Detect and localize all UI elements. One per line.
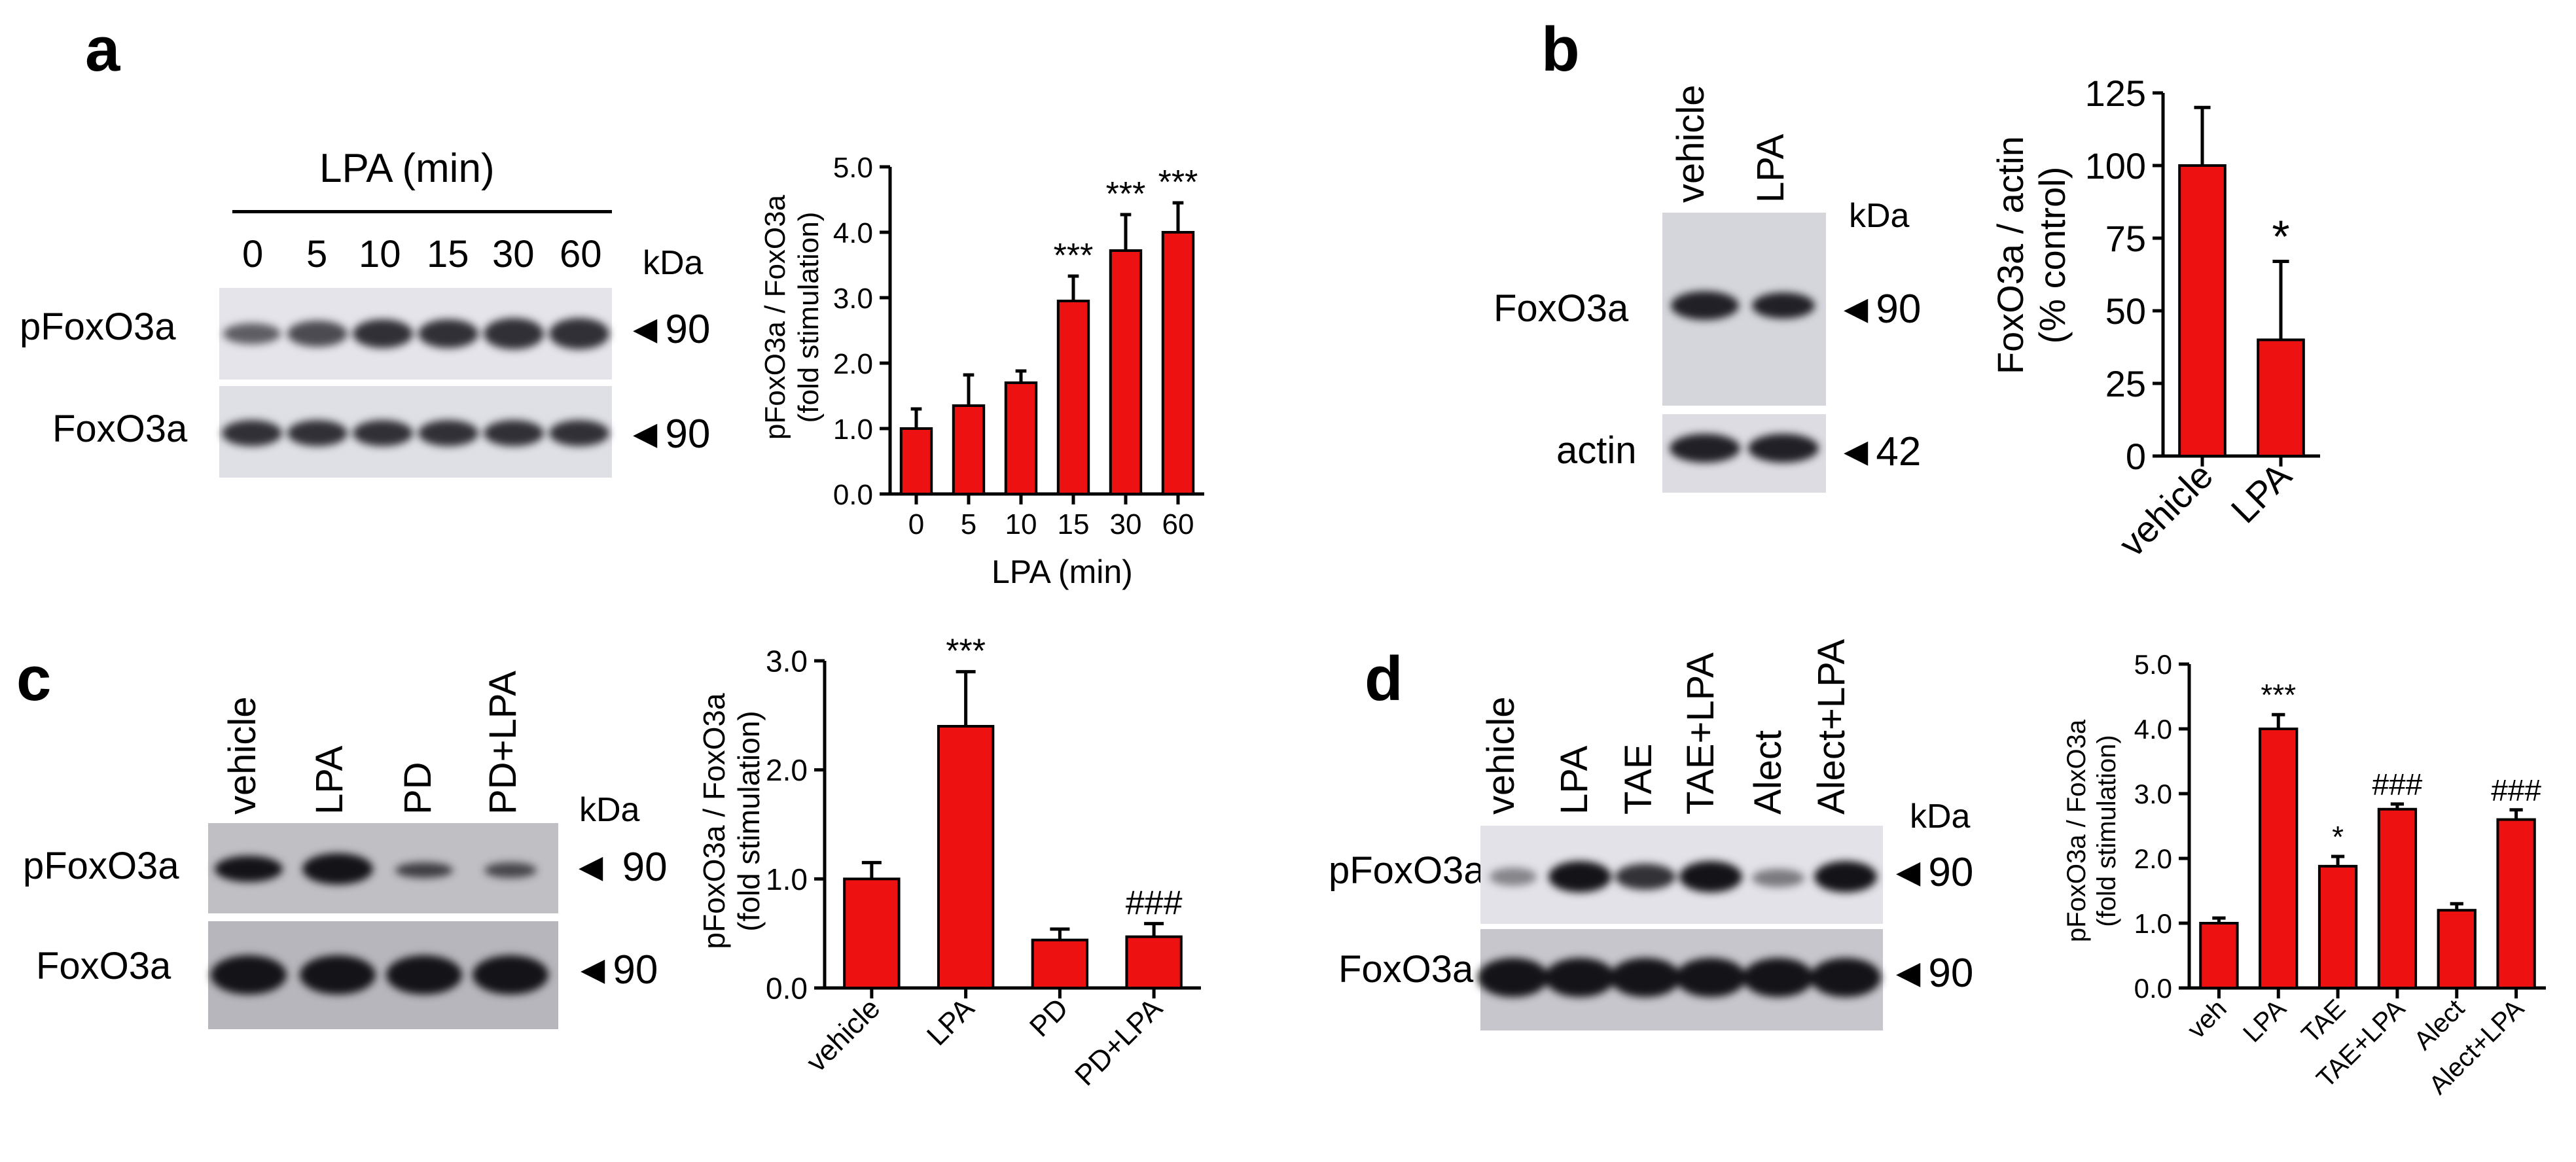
chart-d-ytick-label: 3.0 xyxy=(2134,779,2172,809)
blot-b-image xyxy=(1662,213,1826,493)
blot-c-image xyxy=(208,823,558,1029)
chart-d-category-label: LPA xyxy=(2238,994,2292,1048)
chart-c-annotation: *** xyxy=(946,633,986,671)
chart-d-annotation: *** xyxy=(2261,678,2296,712)
chart-d-annotation: ### xyxy=(2491,773,2541,807)
chart-c-ytick-label: 2.0 xyxy=(766,753,808,787)
chart-d-ytick-label: 5.0 xyxy=(2134,649,2172,680)
blot-d-row-label-0: pFoxO3a xyxy=(1329,849,1485,892)
chart-d-ytick-label: 1.0 xyxy=(2134,908,2172,939)
blot-b-kda: kDa xyxy=(1849,197,1910,235)
blot-c-kda: kDa xyxy=(579,791,640,829)
blot-a-row-label-1: FoxO3a xyxy=(52,408,188,450)
chart-a-bar xyxy=(952,404,986,495)
chart-d-annotation: ### xyxy=(2372,767,2423,801)
blot-a-marker-0: ◄90 xyxy=(625,307,711,352)
chart-a-ytick-label: 0.0 xyxy=(833,479,873,511)
chart-d-category-label: veh xyxy=(2182,994,2232,1044)
chart-d-bar xyxy=(2317,864,2358,989)
chart-b-ytick-label: 50 xyxy=(2105,290,2146,332)
chart-a-ytick-label: 2.0 xyxy=(833,348,873,380)
chart-b-ytick-label: 25 xyxy=(2105,363,2146,404)
chart-a-category-label: 60 xyxy=(1162,508,1194,540)
chart-a-ytick-label: 5.0 xyxy=(833,152,873,184)
blot-c-row-label-0: pFoxO3a xyxy=(23,845,179,887)
blot-a-lane-2: 10 xyxy=(359,233,401,275)
chart-a-category-label: 15 xyxy=(1058,508,1090,540)
blot-a-header-line xyxy=(232,210,612,213)
chart-a-annotation: *** xyxy=(1106,175,1146,213)
chart-a-xlabel: LPA (min) xyxy=(992,554,1133,590)
blot-a-lane-0: 0 xyxy=(242,233,264,275)
chart-a-category-label: 10 xyxy=(1005,508,1037,540)
chart-a-ytick-label: 3.0 xyxy=(833,283,873,315)
chart-a-category-label: 30 xyxy=(1110,508,1142,540)
chart-d-ytick-label: 4.0 xyxy=(2134,714,2172,745)
blot-a-image xyxy=(219,288,612,478)
chart-d-ytick-label: 2.0 xyxy=(2134,843,2172,874)
blot-d-kda: kDa xyxy=(1910,798,1971,836)
chart-a-category-label: 5 xyxy=(961,508,976,540)
blot-c-row-label-1: FoxO3a xyxy=(36,945,171,987)
chart-d-bar xyxy=(2259,728,2299,989)
chart-b-ytick-label: 100 xyxy=(2085,145,2146,186)
blot-a-lane-1: 5 xyxy=(306,233,328,275)
blot-d-row-label-1: FoxO3a xyxy=(1338,948,1474,991)
chart-d-bar xyxy=(2437,909,2477,989)
chart-d-bar xyxy=(2199,922,2239,989)
chart-a-ytick-label: 1.0 xyxy=(833,414,873,446)
blot-a-marker-1: ◄90 xyxy=(625,412,711,457)
blot-a-lane-4: 30 xyxy=(492,233,535,275)
panel-label-b: b xyxy=(1541,14,1580,84)
chart-c-ytick-label: 3.0 xyxy=(766,644,808,678)
chart-c-bar xyxy=(1125,935,1183,989)
chart-d-bar xyxy=(2377,807,2418,989)
chart-b-ytick-label: 125 xyxy=(2085,73,2146,114)
chart-a-category-label: 0 xyxy=(908,508,924,540)
blot-a-lane-3: 15 xyxy=(427,233,469,275)
chart-a-bar xyxy=(1161,231,1195,495)
panel-label-d: d xyxy=(1365,644,1403,714)
chart-d-annotation: * xyxy=(2332,820,2344,854)
chart-b-annotation: * xyxy=(2272,211,2289,262)
chart-c-bar xyxy=(937,725,995,989)
blot-d-marker-0: ◄90 xyxy=(1888,850,1974,895)
chart-a-annotation: *** xyxy=(1054,237,1094,275)
blot-c-marker-0: ◄ 90 xyxy=(571,845,668,890)
chart-a-annotation: *** xyxy=(1158,164,1198,202)
blot-a-lane-5: 60 xyxy=(560,233,602,275)
blot-d-image xyxy=(1478,826,1883,1030)
blot-a-kda: kDa xyxy=(643,244,704,282)
panel-label-a: a xyxy=(85,14,120,84)
chart-c-ytick-label: 0.0 xyxy=(766,972,808,1006)
blot-b-row-label-1: actin xyxy=(1556,429,1637,472)
panel-label-c: c xyxy=(16,644,52,714)
chart-b-ytick-label: 0 xyxy=(2126,436,2146,477)
chart-d-bar xyxy=(2496,818,2536,989)
blot-b-marker-1: ◄42 xyxy=(1836,429,1922,474)
chart-b-ytick-label: 75 xyxy=(2105,218,2146,259)
chart-c-ytick-label: 1.0 xyxy=(766,862,808,896)
blot-a-header: LPA (min) xyxy=(319,146,495,191)
chart-d-ytick-label: 0.0 xyxy=(2134,973,2172,1004)
chart-a-ytick-label: 4.0 xyxy=(833,217,873,249)
blot-b-row-label-0: FoxO3a xyxy=(1494,287,1629,330)
chart-c-bar xyxy=(1031,938,1089,989)
blot-a-row-label-0: pFoxO3a xyxy=(20,306,176,348)
chart-c-annotation: ### xyxy=(1126,885,1183,923)
chart-b-bar xyxy=(2257,338,2305,458)
blot-c-marker-1: ◄90 xyxy=(573,947,658,993)
blot-b-marker-0: ◄90 xyxy=(1836,287,1922,332)
chart-a-bar xyxy=(1004,381,1038,495)
blot-d-marker-1: ◄90 xyxy=(1888,951,1974,996)
